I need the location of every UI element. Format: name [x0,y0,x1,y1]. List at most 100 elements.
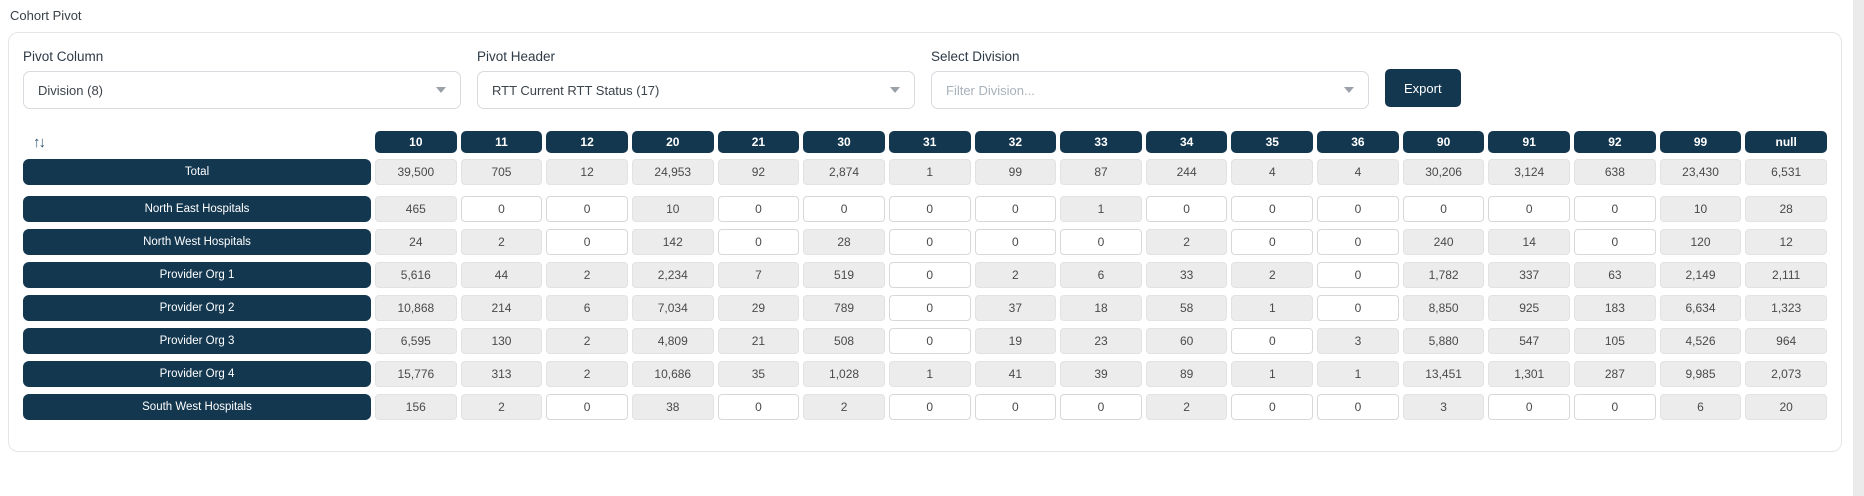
data-cell: 6,634 [1659,295,1742,321]
data-cell: 2 [460,394,543,420]
data-cell: 2 [1145,229,1228,255]
data-cell: 0 [1231,196,1314,222]
data-cell: 37 [974,295,1057,321]
data-cell: 13,451 [1402,361,1485,387]
data-cell: 3,124 [1488,159,1571,185]
data-cell: 183 [1574,295,1656,321]
chevron-down-icon [1344,87,1354,93]
data-cell: 0 [1317,196,1399,222]
data-cell: 519 [803,262,885,288]
sort-icon[interactable]: ↑↓ [33,133,46,151]
select-division-placeholder: Filter Division... [946,82,1035,98]
data-cell: 244 [1145,159,1228,185]
data-cell: 638 [1574,159,1656,185]
data-cell: 1,323 [1745,295,1827,321]
column-header-91[interactable]: 91 [1488,131,1571,153]
column-header-34[interactable]: 34 [1145,131,1228,153]
column-header-90[interactable]: 90 [1402,131,1485,153]
column-header-32[interactable]: 32 [974,131,1057,153]
data-cell: 7,034 [631,295,714,321]
data-cell: 964 [1745,328,1827,354]
data-cell: 0 [1488,394,1571,420]
pivot-header-select[interactable]: RTT Current RTT Status (17) [477,71,915,109]
column-header-35[interactable]: 35 [1231,131,1314,153]
data-cell: 60 [1145,328,1228,354]
data-cell: 6 [546,295,628,321]
pivot-column-select[interactable]: Division (8) [23,71,461,109]
row-label[interactable]: North West Hospitals [23,229,371,255]
data-cell: 6 [1659,394,1742,420]
column-header-36[interactable]: 36 [1317,131,1399,153]
pivot-row: South West Hospitals 156 2 0 38 0 2 0 0 0 2 0 0 3 0 0 6 2… [23,394,1827,420]
data-cell: 18 [1060,295,1142,321]
data-cell: 1 [888,159,971,185]
data-cell: 28 [1745,196,1827,222]
data-cell: 465 [375,196,457,222]
row-label[interactable]: South West Hospitals [23,394,371,420]
data-cell: 3 [1317,328,1399,354]
pivot-header-value: RTT Current RTT Status (17) [492,82,660,98]
row-label[interactable]: North East Hospitals [23,196,371,222]
data-cell: 8,850 [1402,295,1485,321]
column-header-33[interactable]: 33 [1060,131,1142,153]
data-cell: 0 [546,229,628,255]
data-cell: 925 [1488,295,1571,321]
data-cell: 1,028 [803,361,885,387]
column-header-11[interactable]: 11 [460,131,543,153]
data-cell: 0 [460,196,543,222]
pivot-total-row: Total 39,500 705 12 24,953 92 2,874 1 99 87 244 4 4 3… [23,159,1827,185]
export-button[interactable]: Export [1385,69,1461,107]
row-label-total[interactable]: Total [23,159,371,185]
data-cell: 2,234 [631,262,714,288]
column-header-31[interactable]: 31 [888,131,971,153]
pivot-header-group: Pivot Header RTT Current RTT Status (17) [477,49,915,109]
data-cell: 9,985 [1659,361,1742,387]
data-cell: 120 [1659,229,1742,255]
pivot-row: Provider Org 4 15,776 313 2 10,686 35 1,028 1 41… [23,361,1827,387]
data-cell: 2 [974,262,1057,288]
column-header-99[interactable]: 99 [1659,131,1742,153]
data-cell: 1,782 [1402,262,1485,288]
scrollbar-track[interactable] [1853,0,1864,496]
data-cell: 508 [803,328,885,354]
data-cell: 0 [888,328,971,354]
column-header-30[interactable]: 30 [803,131,885,153]
data-cell: 39,500 [375,159,457,185]
data-cell: 6,531 [1745,159,1827,185]
column-header-92[interactable]: 92 [1574,131,1656,153]
select-division-input[interactable]: Filter Division... [931,71,1369,109]
column-header-10[interactable]: 10 [375,131,457,153]
column-header-20[interactable]: 20 [631,131,714,153]
row-label[interactable]: Provider Org 2 [23,295,371,321]
data-cell: 21 [717,328,800,354]
pivot-column-group: Pivot Column Division (8) [23,49,461,109]
data-cell: 0 [1317,262,1399,288]
column-header-12[interactable]: 12 [546,131,628,153]
data-cell: 7 [717,262,800,288]
pivot-header-row: ↑↓ 10 11 12 20 21 30 31 32 33 34 35 36 90 91 92 99 null [23,131,1827,153]
data-cell: 2,073 [1745,361,1827,387]
column-header-21[interactable]: 21 [717,131,800,153]
data-cell: 1 [888,361,971,387]
data-cell: 30,206 [1402,159,1485,185]
data-cell: 23 [1060,328,1142,354]
data-cell: 0 [546,196,628,222]
data-cell: 2,874 [803,159,885,185]
row-label[interactable]: Provider Org 1 [23,262,371,288]
data-cell: 0 [1317,295,1399,321]
row-label[interactable]: Provider Org 3 [23,328,371,354]
page-title: Cohort Pivot [10,8,82,23]
pivot-table: ↑↓ 10 11 12 20 21 30 31 32 33 34 35 36 90 91 92 99 null To… [23,131,1827,420]
data-cell: 35 [717,361,800,387]
column-header-null[interactable]: null [1745,131,1827,153]
data-cell: 142 [631,229,714,255]
data-cell: 0 [1317,229,1399,255]
data-cell: 20 [1745,394,1827,420]
pivot-row: Provider Org 3 6,595 130 2 4,809 21 508 0 19 23 60… [23,328,1827,354]
data-cell: 0 [717,196,800,222]
data-cell: 0 [1574,196,1656,222]
pivot-row: North East Hospitals 465 0 0 10 0 0 0 0 1 0 0 0 0 0 0 10… [23,196,1827,222]
data-cell: 240 [1402,229,1485,255]
row-label[interactable]: Provider Org 4 [23,361,371,387]
data-cell: 41 [974,361,1057,387]
